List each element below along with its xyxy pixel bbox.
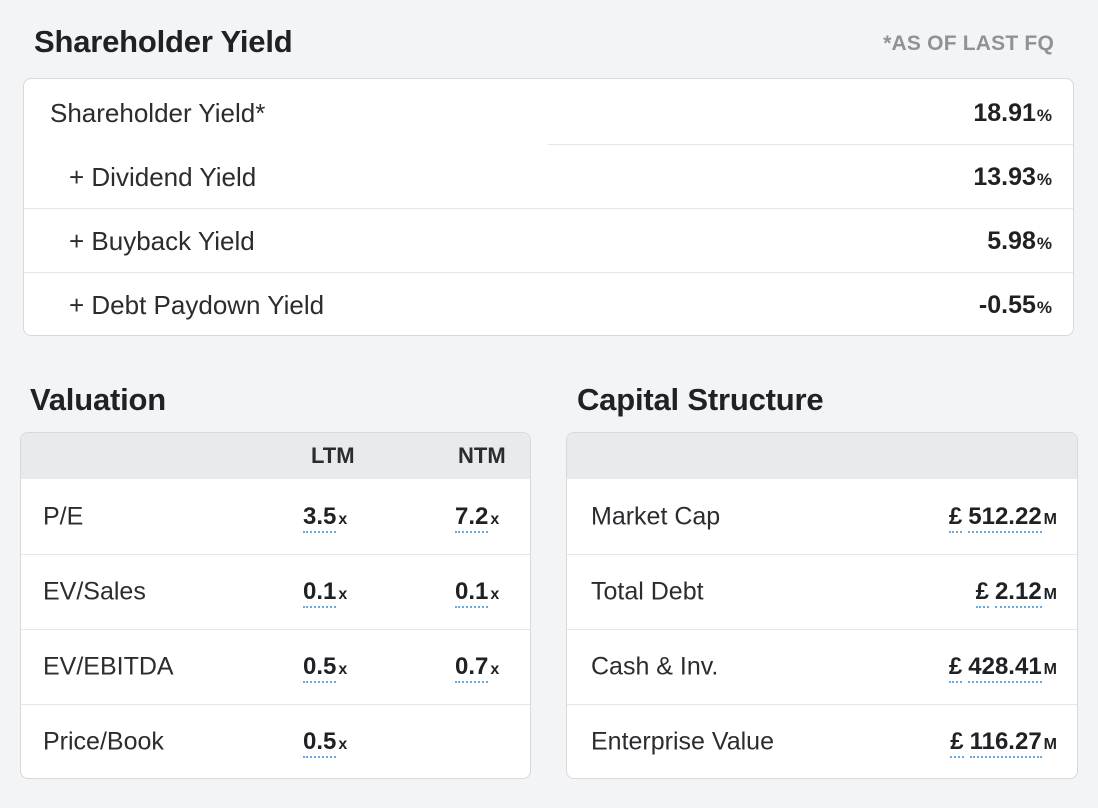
sy-row-label: Shareholder Yield* (50, 97, 266, 128)
column-header-ntm: NTM (458, 443, 506, 468)
ltm-value[interactable]: 0.5 x (303, 653, 347, 683)
divider (548, 144, 1073, 145)
ltm-value[interactable]: 3.5 x (303, 502, 347, 533)
valuation-row-ev-ebitda: EV/EBITDA 0.5 x 0.7 x (21, 629, 530, 704)
divider (24, 272, 1073, 273)
capital-row-cash-inv: Cash & Inv. £428.41 M (567, 629, 1077, 704)
row-label: EV/Sales (43, 577, 146, 606)
column-header-ltm: LTM (311, 443, 355, 468)
valuation-table-header: LTM NTM (21, 433, 530, 479)
capital-row-enterprise-value: Enterprise Value £116.27 M (567, 704, 1077, 778)
sy-row-value: 13.93% (973, 162, 1052, 191)
row-label: Enterprise Value (591, 727, 774, 756)
row-label: EV/EBITDA (43, 652, 174, 681)
sy-row-label: + Buyback Yield (69, 225, 255, 256)
sy-row-value: -0.55% (978, 290, 1052, 319)
shareholder-yield-card: Shareholder Yield* 18.91% + Dividend Yie… (23, 78, 1074, 336)
total-debt-value[interactable]: £2.12 M (975, 578, 1057, 608)
ntm-value[interactable]: 0.7 x (455, 653, 499, 683)
valuation-title: Valuation (30, 382, 167, 417)
ltm-value[interactable]: 0.1 x (303, 578, 347, 608)
enterprise-value-value[interactable]: £116.27 M (950, 728, 1057, 758)
ntm-value[interactable]: 7.2 x (455, 502, 499, 533)
cash-inv-value[interactable]: £428.41 M (948, 653, 1057, 683)
sy-row-debt-paydown: + Debt Paydown Yield -0.55% (24, 273, 1073, 335)
ntm-value[interactable]: 0.1 x (455, 578, 499, 608)
shareholder-yield-title: Shareholder Yield (34, 24, 293, 59)
row-label: Price/Book (43, 727, 164, 756)
sy-row-value: 18.91% (973, 98, 1052, 127)
row-label: Cash & Inv. (591, 652, 719, 681)
valuation-row-pe: P/E 3.5 x 7.2 x (21, 479, 530, 554)
capital-structure-table-header (567, 433, 1077, 479)
sy-row-label: + Dividend Yield (69, 161, 257, 192)
row-label: Total Debt (591, 577, 704, 606)
sy-row-value: 5.98% (987, 226, 1052, 255)
sy-row-buyback: + Buyback Yield 5.98% (24, 209, 1073, 273)
valuation-row-price-book: Price/Book 0.5 x (21, 704, 530, 778)
sy-row-total: Shareholder Yield* 18.91% (24, 81, 1073, 145)
capital-row-market-cap: Market Cap £512.22 M (567, 479, 1077, 554)
capital-row-total-debt: Total Debt £2.12 M (567, 554, 1077, 629)
market-cap-value[interactable]: £512.22 M (948, 502, 1057, 533)
row-label: P/E (43, 502, 84, 530)
divider (24, 208, 1073, 209)
as-of-note: *AS OF LAST FQ (883, 32, 1054, 55)
sy-row-label: + Debt Paydown Yield (69, 289, 325, 320)
row-label: Market Cap (591, 502, 721, 530)
valuation-table: LTM NTM P/E 3.5 x 7.2 x EV/Sales 0.1 x 0.1 x… (20, 432, 531, 779)
sy-row-dividend: + Dividend Yield 13.93% (24, 145, 1073, 209)
capital-structure-title: Capital Structure (577, 382, 824, 417)
ltm-value[interactable]: 0.5 x (303, 728, 347, 758)
capital-structure-table: Market Cap £512.22 M Total Debt £2.12 M Ca… (566, 432, 1078, 779)
valuation-row-ev-sales: EV/Sales 0.1 x 0.1 x (21, 554, 530, 629)
